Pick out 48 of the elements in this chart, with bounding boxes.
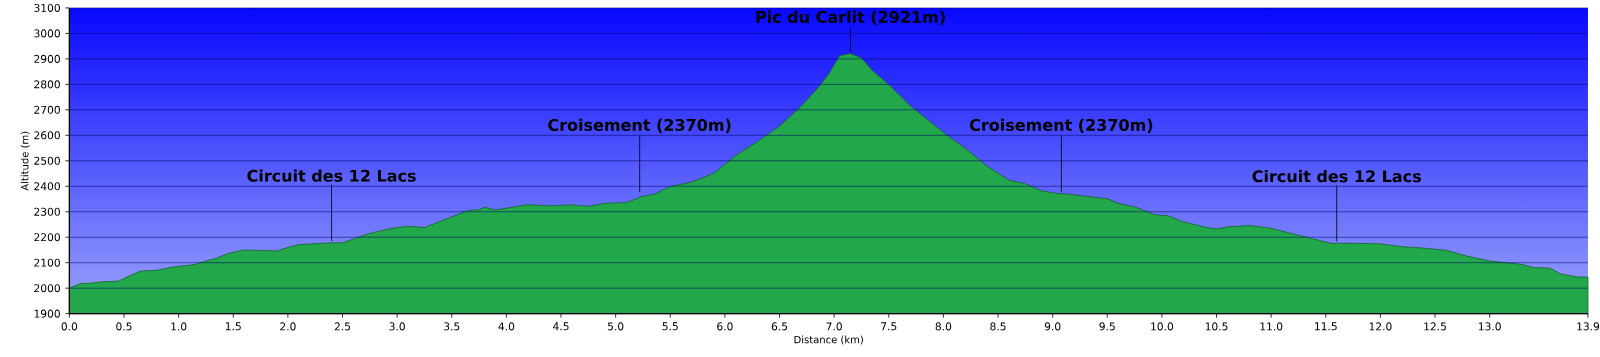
y-tick-label: 2400	[34, 182, 60, 191]
x-tick-label: 10.5	[1205, 322, 1228, 331]
x-tick-label: 4.5	[553, 322, 569, 331]
x-tick-label: 9.5	[1099, 322, 1115, 331]
x-tick-label: 4.0	[498, 322, 515, 331]
annotation: Circuit des 12 Lacs	[1252, 169, 1421, 183]
y-tick-label: 3100	[34, 3, 60, 12]
annotation: Croisement (2370m)	[548, 118, 731, 133]
x-tick-label: 7.5	[881, 322, 897, 331]
x-tick-label: 5.5	[662, 322, 678, 331]
y-tick-label: 2500	[34, 156, 60, 165]
annotation: Circuit des 12 Lacs	[247, 169, 416, 182]
y-axis-title: Altitude (m)	[20, 131, 30, 191]
x-tick-label: 5.0	[607, 322, 624, 331]
x-tick-label: 0.0	[61, 322, 78, 331]
annotation: Pic du Carlit (2921m)	[756, 10, 945, 25]
y-tick-label: 2900	[34, 54, 60, 63]
x-tick-label: 8.5	[990, 322, 1006, 331]
y-tick-label: 2200	[34, 233, 60, 242]
x-tick-label: 8.0	[935, 322, 952, 331]
y-tick-label: 2600	[34, 131, 60, 140]
x-tick-label: 13.0	[1478, 322, 1501, 331]
x-tick-label: 0.5	[116, 322, 132, 331]
x-tick-label: 11.0	[1260, 322, 1283, 331]
x-tick-label: 1.0	[171, 322, 187, 331]
x-tick-label: 2.5	[334, 322, 351, 331]
x-tick-label: 10.0	[1151, 322, 1174, 331]
x-tick-label: 12.0	[1369, 322, 1392, 331]
x-tick-label: 1.5	[225, 322, 241, 331]
x-tick-label: 11.5	[1315, 322, 1337, 331]
x-tick-label: 13.9	[1577, 322, 1600, 331]
y-tick-label: 2100	[34, 258, 60, 267]
x-tick-label: 3.5	[444, 322, 460, 331]
y-tick-label: 2800	[34, 80, 60, 89]
y-tick-label: 2000	[34, 284, 60, 293]
x-tick-label: 12.5	[1424, 322, 1446, 331]
x-axis-title: Distance (km)	[794, 335, 863, 345]
y-tick-label: 2700	[34, 105, 60, 114]
y-tick-label: 3000	[34, 29, 60, 38]
y-tick-label: 2300	[34, 207, 60, 216]
annotation: Croisement (2370m)	[969, 118, 1153, 133]
x-tick-label: 7.0	[826, 322, 842, 331]
x-tick-label: 2.0	[280, 322, 296, 331]
x-tick-label: 3.0	[389, 322, 405, 331]
y-tick-label: 1900	[34, 309, 60, 318]
x-tick-label: 9.0	[1044, 322, 1061, 331]
x-tick-label: 6.0	[717, 322, 733, 331]
x-tick-label: 6.5	[771, 322, 788, 331]
